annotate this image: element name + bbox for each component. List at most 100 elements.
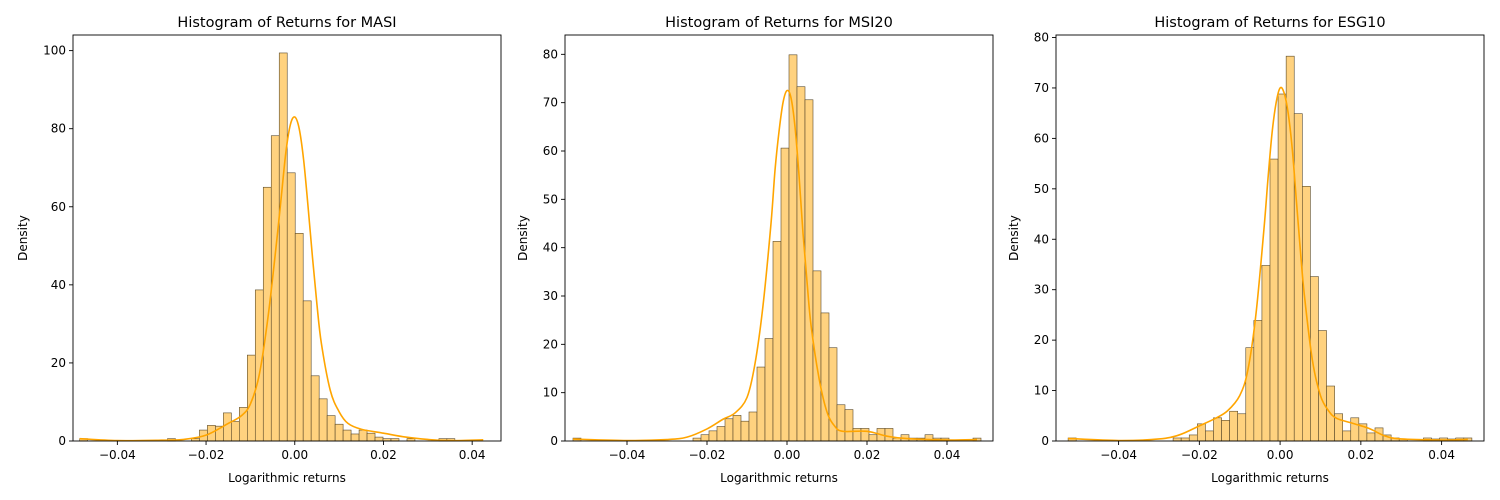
- y-tick-label: 20: [1034, 333, 1049, 347]
- kde-curve: [1068, 86, 1468, 442]
- histogram-bar: [820, 312, 830, 442]
- y-axis-label: Density: [1007, 215, 1021, 261]
- histogram-bar: [1277, 93, 1287, 442]
- histogram-bar: [716, 426, 726, 442]
- histogram-bar: [286, 172, 296, 442]
- x-axis-label: Logarithmic returns: [1211, 471, 1329, 485]
- histogram-bar: [1318, 330, 1327, 442]
- x-tick-label: −0.04: [99, 448, 136, 462]
- histogram-bar: [223, 412, 232, 442]
- y-tick-label: 40: [1034, 232, 1049, 246]
- histogram-bar: [852, 428, 862, 442]
- histogram-bar: [1350, 417, 1360, 442]
- y-tick-label: 80: [51, 122, 66, 136]
- histogram-bar: [764, 338, 774, 442]
- x-tick-label: 0.02: [1347, 448, 1374, 462]
- histogram-bar: [358, 429, 368, 442]
- histogram-bar: [1180, 437, 1190, 442]
- y-tick-label: 10: [1034, 384, 1049, 398]
- histogram-bar: [318, 398, 328, 442]
- histogram-bar: [374, 436, 384, 442]
- histogram-bar: [1172, 437, 1182, 442]
- histogram-bar: [1342, 430, 1352, 442]
- histogram-bar: [294, 233, 304, 442]
- x-tick-label: 0.02: [370, 448, 397, 462]
- histogram-bar: [1293, 113, 1303, 442]
- histogram-bar: [748, 411, 758, 442]
- y-tick-label: 70: [1034, 81, 1049, 95]
- x-tick-label: 0.02: [854, 448, 881, 462]
- histogram-bar: [239, 407, 248, 442]
- chart-title: Histogram of Returns for MSI20: [665, 15, 893, 31]
- histogram-bar: [740, 420, 750, 442]
- x-axis-label: Logarithmic returns: [228, 471, 346, 485]
- x-tick-label: −0.02: [1181, 448, 1218, 462]
- histogram-bar: [1221, 420, 1230, 442]
- y-tick-label: 70: [543, 96, 558, 110]
- y-tick-label: 60: [1034, 131, 1049, 145]
- x-tick-label: 0.00: [1267, 448, 1294, 462]
- histogram-bar: [231, 421, 240, 442]
- histogram-bar: [366, 432, 376, 442]
- chart-msi20: Histogram of Returns for MSI20 Logarithm…: [516, 15, 994, 485]
- y-tick-label: 60: [543, 144, 558, 158]
- histogram-bar: [1366, 432, 1376, 442]
- histogram-bar: [844, 409, 854, 442]
- y-tick-label: 80: [1034, 31, 1049, 45]
- histogram-bar: [1261, 265, 1271, 442]
- y-tick-label: 20: [51, 356, 66, 370]
- histogram-bar: [262, 186, 272, 442]
- x-tick-label: 0.00: [774, 448, 801, 462]
- y-tick-label: 0: [1041, 434, 1049, 448]
- histogram-bar: [254, 289, 264, 442]
- histogram-bar: [780, 147, 790, 442]
- histogram-bar: [270, 135, 280, 442]
- x-tick-label: −0.04: [1100, 448, 1137, 462]
- histogram-bar: [732, 415, 742, 442]
- histogram-bar: [334, 423, 344, 442]
- histogram-bar: [860, 428, 870, 442]
- histogram-bar: [247, 354, 256, 442]
- x-tick-label: −0.02: [188, 448, 225, 462]
- plot-frame: [564, 34, 994, 442]
- histogram-bar: [1253, 320, 1263, 442]
- histogram-bar: [724, 418, 734, 442]
- y-tick-label: 30: [543, 289, 558, 303]
- y-tick-label: 50: [543, 192, 558, 206]
- y-tick-label: 80: [543, 47, 558, 61]
- histogram-bar: [836, 404, 846, 442]
- histogram-bar: [310, 375, 320, 442]
- y-tick-label: 10: [543, 386, 558, 400]
- histogram-bar: [772, 241, 782, 442]
- y-tick-label: 40: [543, 241, 558, 255]
- histogram-bar: [756, 366, 766, 442]
- y-tick-label: 0: [58, 434, 66, 448]
- histogram-bar: [278, 52, 288, 442]
- y-tick-label: 40: [51, 278, 66, 292]
- y-tick-label: 50: [1034, 182, 1049, 196]
- histogram-bar: [302, 300, 312, 442]
- y-tick-label: 0: [550, 434, 558, 448]
- histogram-bar: [796, 86, 806, 442]
- x-tick-label: 0.04: [1428, 448, 1455, 462]
- chart-esg10: Histogram of Returns for ESG10 Logarithm…: [1007, 15, 1485, 485]
- histogram-bar: [342, 429, 352, 442]
- chart-title: Histogram of Returns for MASI: [177, 15, 396, 31]
- y-tick-label: 30: [1034, 283, 1049, 297]
- histogram-bar: [1237, 413, 1247, 442]
- x-tick-label: −0.04: [609, 448, 646, 462]
- y-tick-label: 20: [543, 337, 558, 351]
- histogram-bar: [1269, 158, 1279, 442]
- histogram-bar: [1205, 430, 1214, 442]
- kde-curve: [79, 116, 484, 442]
- histogram-bar: [326, 415, 336, 442]
- histogram-bar: [868, 434, 878, 442]
- x-tick-label: −0.02: [689, 448, 726, 462]
- y-tick-label: 60: [51, 200, 66, 214]
- chart-masi: Histogram of Returns for MASI Logarithmi…: [16, 15, 502, 485]
- histogram-bar: [1213, 417, 1222, 442]
- histogram-bar: [1285, 55, 1295, 442]
- y-tick-label: 100: [43, 44, 66, 58]
- histogram-bar: [700, 434, 710, 442]
